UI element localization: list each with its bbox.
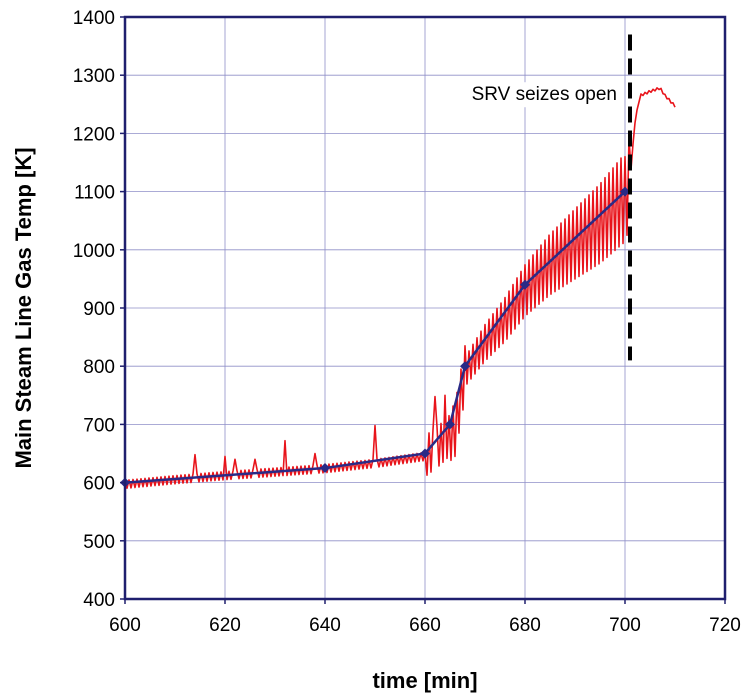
fluctuating-temp-line <box>124 87 676 489</box>
y-axis-ticks: 400 500 600 700 800 900 1000 1100 1200 1300 1400 <box>73 8 125 611</box>
x-tick-label: 600 <box>109 615 141 636</box>
y-tick-label: 600 <box>83 474 115 495</box>
annotation-group: SRV seizes open <box>467 34 632 361</box>
y-tick-label: 1400 <box>73 8 115 29</box>
y-tick-label: 700 <box>83 415 115 436</box>
y-axis-title: Main Steam Line Gas Temp [K] <box>11 147 36 468</box>
data-point-marker <box>320 463 330 474</box>
y-tick-label: 1300 <box>73 66 115 87</box>
x-axis-ticks: 600 620 640 660 680 700 720 <box>109 599 741 636</box>
y-tick-label: 800 <box>83 357 115 378</box>
y-tick-label: 1100 <box>74 183 115 204</box>
data-point-marker <box>420 448 430 459</box>
annotation-label: SRV seizes open <box>472 84 617 105</box>
x-tick-label: 720 <box>709 615 741 636</box>
x-tick-label: 700 <box>609 615 641 636</box>
y-tick-label: 400 <box>83 590 115 611</box>
series-fluctuating-temp <box>124 87 676 489</box>
data-point-marker <box>620 186 630 197</box>
annotation-label-background <box>467 82 621 108</box>
data-point-marker <box>460 361 470 372</box>
y-tick-label: 900 <box>83 299 115 320</box>
x-tick-label: 640 <box>309 615 341 636</box>
x-axis-title: time [min] <box>372 668 477 693</box>
data-point-marker <box>520 279 530 290</box>
x-tick-label: 680 <box>509 615 541 636</box>
x-tick-label: 660 <box>409 615 441 636</box>
x-tick-label: 620 <box>209 615 241 636</box>
data-point-marker <box>445 419 455 430</box>
y-tick-label: 500 <box>83 532 115 553</box>
y-tick-label: 1200 <box>73 124 115 145</box>
series-marker-temp <box>120 186 630 488</box>
y-tick-label: 1000 <box>73 241 115 262</box>
